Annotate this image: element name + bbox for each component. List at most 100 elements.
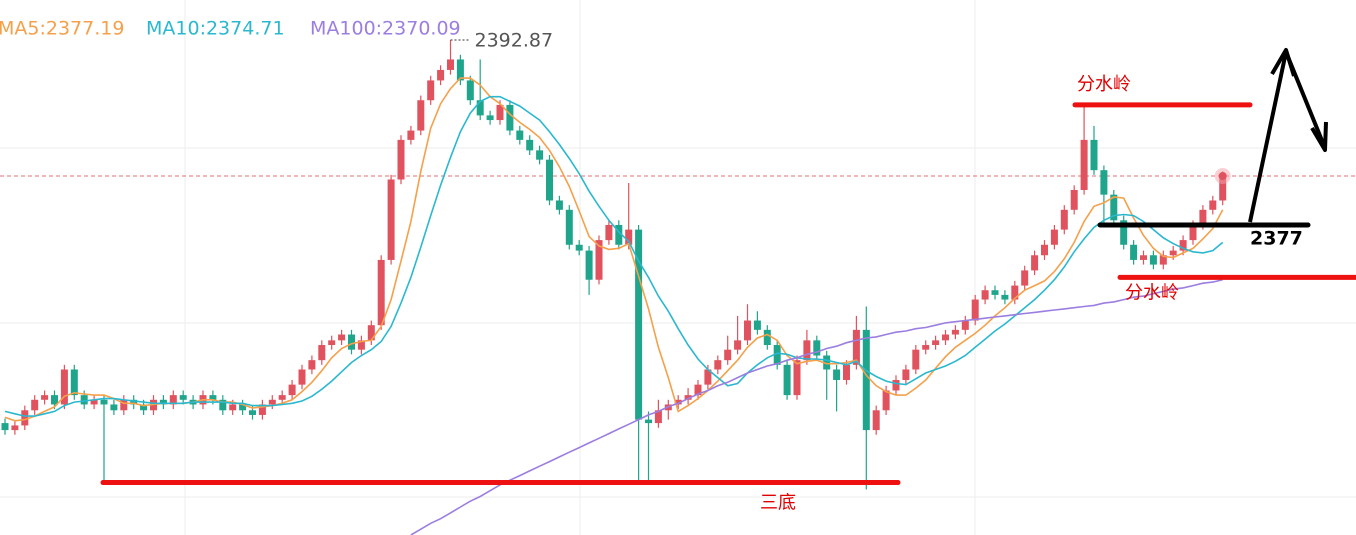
candle-body xyxy=(892,379,900,391)
candle-body xyxy=(862,329,870,431)
candle-body xyxy=(496,104,504,121)
candle-body xyxy=(1,423,9,431)
candle-body xyxy=(753,320,761,330)
candle-body xyxy=(654,410,662,424)
candle-body xyxy=(258,404,266,415)
candle-body xyxy=(704,369,712,385)
candle-body xyxy=(130,399,138,405)
candle-body xyxy=(595,240,603,280)
candle-body xyxy=(546,159,553,201)
candle-body xyxy=(565,209,573,245)
candle-body xyxy=(21,410,29,426)
candle-body xyxy=(1159,255,1167,265)
level-label: 分水岭 xyxy=(1077,74,1131,95)
candle-body xyxy=(605,224,613,241)
candle-body xyxy=(100,399,108,405)
candle-body xyxy=(427,80,435,101)
candle-body xyxy=(951,329,959,335)
candle-body xyxy=(1140,255,1147,260)
candle-body xyxy=(763,329,771,346)
candle-body xyxy=(625,229,633,245)
candle-body xyxy=(338,334,346,341)
candle-body xyxy=(744,320,751,341)
candle-body xyxy=(1189,224,1197,241)
candle-body xyxy=(1199,209,1207,225)
candle-body xyxy=(437,69,445,81)
candle-body xyxy=(90,399,98,405)
candle-body xyxy=(249,410,256,415)
candle-body xyxy=(219,399,227,411)
arrow-head xyxy=(1270,48,1296,77)
candle-body xyxy=(387,179,395,260)
candle-body xyxy=(1120,220,1128,245)
candle-body xyxy=(991,290,999,295)
candle-body xyxy=(80,395,88,405)
candle-body xyxy=(823,355,831,370)
candle-body xyxy=(357,340,365,350)
candle-body xyxy=(724,349,732,361)
high-label: 2392.87 xyxy=(475,29,554,51)
candle-body xyxy=(1110,194,1118,221)
candle-body xyxy=(1041,244,1048,256)
candle-body xyxy=(1001,294,1009,300)
candle-body xyxy=(516,130,524,140)
legend-entry: MA5:2377.19 xyxy=(0,18,124,40)
candle-body xyxy=(447,59,454,70)
candle-body xyxy=(971,299,979,321)
candle-body xyxy=(674,399,682,405)
candle-body xyxy=(981,290,989,300)
candle-body xyxy=(179,395,187,400)
candle-body xyxy=(70,369,78,396)
candle-body xyxy=(1219,176,1227,201)
candle-body xyxy=(209,395,217,400)
candle-body xyxy=(872,410,880,431)
candle-body xyxy=(51,395,58,405)
ma-line xyxy=(4,95,1224,417)
candle-body xyxy=(1031,255,1039,271)
candle-body xyxy=(377,259,385,326)
candle-body xyxy=(456,59,464,81)
candle-body xyxy=(318,345,326,361)
candle-body xyxy=(1070,189,1078,210)
candle-body xyxy=(278,395,286,400)
candle-body xyxy=(1169,250,1177,256)
forecast-arrow xyxy=(1248,50,1327,223)
candle-body xyxy=(367,325,375,341)
candle-body xyxy=(942,334,949,341)
level-label: 三底 xyxy=(760,493,796,514)
ma-line xyxy=(410,278,1223,535)
candle-body xyxy=(1080,139,1088,190)
candle-body xyxy=(31,399,39,411)
candle-body xyxy=(1130,244,1138,260)
legend-entry: MA10:2374.71 xyxy=(146,18,285,40)
candle-body xyxy=(1090,139,1098,171)
candle-body xyxy=(575,244,583,251)
legend-entry: MA100:2370.09 xyxy=(310,18,461,40)
candle-body xyxy=(555,200,563,210)
candle-body xyxy=(1209,200,1217,210)
candle-body xyxy=(1050,229,1058,245)
last-dot xyxy=(1218,172,1227,181)
candle-body xyxy=(773,345,781,365)
arrow-head xyxy=(1310,121,1328,152)
candle-body xyxy=(476,100,484,116)
candle-body xyxy=(1021,270,1029,286)
candle-body xyxy=(961,320,969,330)
candle-body xyxy=(60,369,68,405)
level-label: 分水岭 xyxy=(1125,282,1179,303)
candle-body xyxy=(298,369,306,385)
candle-body xyxy=(912,349,920,370)
candle-body xyxy=(159,399,167,405)
candle-body xyxy=(882,390,890,411)
candle-body xyxy=(308,360,316,370)
candle-body xyxy=(1179,240,1187,251)
ma-line xyxy=(4,77,1224,422)
candle-body xyxy=(635,229,643,420)
candle-body xyxy=(1100,170,1108,195)
candle-body xyxy=(229,404,237,411)
candle-body xyxy=(526,139,534,151)
candle-body xyxy=(813,340,821,356)
candle-body xyxy=(694,384,702,396)
